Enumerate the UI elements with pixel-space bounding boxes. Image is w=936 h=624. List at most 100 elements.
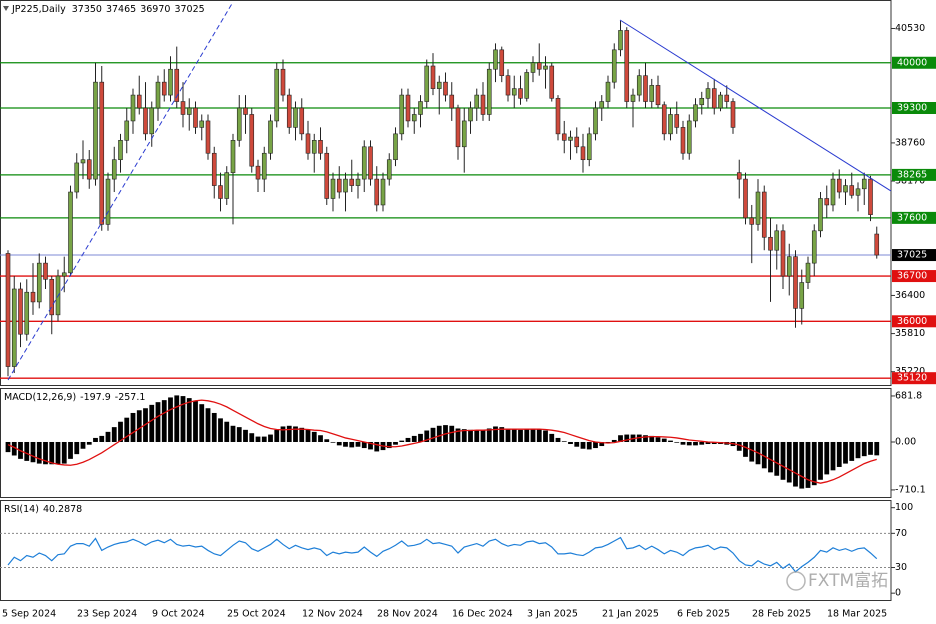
candle-body bbox=[199, 120, 205, 128]
candle-body bbox=[318, 140, 323, 154]
candle-body bbox=[218, 185, 223, 199]
candle-body bbox=[718, 94, 723, 109]
macd-bar bbox=[30, 441, 36, 463]
candle-body bbox=[530, 62, 536, 73]
candle-body bbox=[724, 94, 730, 102]
candle-body bbox=[161, 81, 167, 96]
macd-bar bbox=[768, 441, 773, 473]
trend-line-up bbox=[7, 1, 234, 381]
macd-bar bbox=[24, 441, 30, 461]
macd-bar bbox=[561, 441, 567, 442]
macd-bar bbox=[686, 441, 692, 446]
candle-body bbox=[280, 68, 286, 96]
candle-body bbox=[211, 152, 217, 186]
level-label: 38265 bbox=[897, 169, 927, 180]
candle-body bbox=[711, 88, 717, 109]
candle-body bbox=[474, 94, 480, 109]
candle-body bbox=[661, 104, 667, 135]
macd-bar bbox=[680, 441, 686, 445]
macd-bar bbox=[74, 441, 80, 455]
candle-body bbox=[693, 104, 698, 122]
macd-signal-line bbox=[7, 399, 877, 484]
macd-bar bbox=[649, 435, 655, 442]
candle-body bbox=[680, 127, 686, 154]
macd-bar bbox=[493, 426, 498, 442]
macd-title: MACD(12,26,9) -197.9 -257.1 bbox=[4, 392, 145, 403]
candle-body bbox=[61, 272, 67, 277]
level-label: 36000 bbox=[897, 316, 927, 327]
macd-bar bbox=[293, 426, 298, 442]
rsi-name: RSI(14) bbox=[4, 504, 39, 515]
candle-body bbox=[668, 114, 673, 135]
candle-body bbox=[5, 253, 11, 367]
macd-bar bbox=[305, 429, 311, 442]
rsi-title: RSI(14) 40.2878 bbox=[4, 504, 82, 515]
x-tick-label: 9 Oct 2024 bbox=[152, 609, 205, 620]
candle-body bbox=[830, 178, 836, 206]
macd-bar bbox=[461, 429, 467, 442]
macd-bar bbox=[99, 435, 105, 442]
candle-body bbox=[186, 107, 192, 115]
macd-bar bbox=[68, 441, 73, 459]
candle-body bbox=[649, 85, 655, 102]
macd-bar bbox=[355, 441, 361, 447]
macd-bar bbox=[805, 441, 811, 488]
main-panel bbox=[0, 0, 892, 386]
macd-bar bbox=[705, 441, 711, 445]
candle-body bbox=[618, 30, 623, 51]
macd-bar bbox=[743, 441, 748, 457]
candle-body bbox=[374, 178, 380, 206]
candle-body bbox=[524, 72, 530, 99]
candle-body bbox=[118, 140, 123, 161]
macd-bar bbox=[80, 441, 86, 449]
level-label: 36700 bbox=[897, 271, 927, 282]
macd-bar bbox=[693, 441, 698, 446]
macd-bar bbox=[411, 435, 417, 442]
macd-bar bbox=[324, 439, 330, 442]
macd-bar bbox=[593, 441, 598, 449]
candle-body bbox=[18, 288, 23, 335]
label-layer: 5 Sep 2024 23 Sep 2024 9 Oct 2024 25 Oct 20… bbox=[2, 56, 936, 620]
current-price-box bbox=[892, 249, 936, 262]
candle-body bbox=[430, 65, 436, 89]
candle-body bbox=[811, 230, 817, 264]
candle-body bbox=[249, 114, 255, 167]
candle-body bbox=[774, 230, 780, 251]
main-layer bbox=[5, 20, 880, 573]
macd-bar bbox=[674, 441, 680, 443]
candle-body bbox=[99, 81, 105, 225]
candle-body bbox=[549, 65, 555, 99]
macd-bar bbox=[374, 441, 380, 452]
x-tick-label: 28 Nov 2024 bbox=[377, 609, 438, 620]
level-label: 40000 bbox=[897, 57, 927, 68]
grid-layer: 40530 38760 38170 36400 35810 35220 681.8 0.00 -… bbox=[0, 23, 926, 599]
candle-body bbox=[274, 68, 280, 122]
level-box bbox=[892, 211, 936, 224]
macd-bar bbox=[824, 441, 830, 475]
candle-body bbox=[536, 62, 542, 70]
level-box bbox=[892, 372, 936, 385]
macd-bar bbox=[405, 437, 411, 442]
candle-body bbox=[324, 152, 330, 199]
candle-body bbox=[505, 75, 511, 96]
macd-bar bbox=[555, 437, 561, 442]
macd-bar bbox=[618, 435, 623, 442]
candle-body bbox=[80, 159, 86, 164]
macd-bar bbox=[661, 438, 667, 442]
macd-bar bbox=[586, 441, 592, 450]
candle-body bbox=[543, 65, 548, 70]
candle-body bbox=[111, 159, 117, 180]
macd-bar bbox=[136, 410, 142, 442]
candle-body bbox=[849, 185, 855, 196]
candle-body bbox=[193, 107, 198, 128]
x-tick-label: 5 Sep 2024 bbox=[2, 609, 56, 620]
macd-bar bbox=[330, 441, 336, 443]
macd-bar bbox=[486, 428, 492, 442]
candle-body bbox=[593, 107, 598, 135]
candle-body bbox=[149, 107, 155, 135]
x-tick-label: 23 Sep 2024 bbox=[77, 609, 137, 620]
macd-bar bbox=[86, 441, 92, 445]
candle-body bbox=[436, 81, 442, 89]
y-tick-label: 0 bbox=[895, 588, 901, 599]
macd-bar bbox=[874, 441, 880, 456]
